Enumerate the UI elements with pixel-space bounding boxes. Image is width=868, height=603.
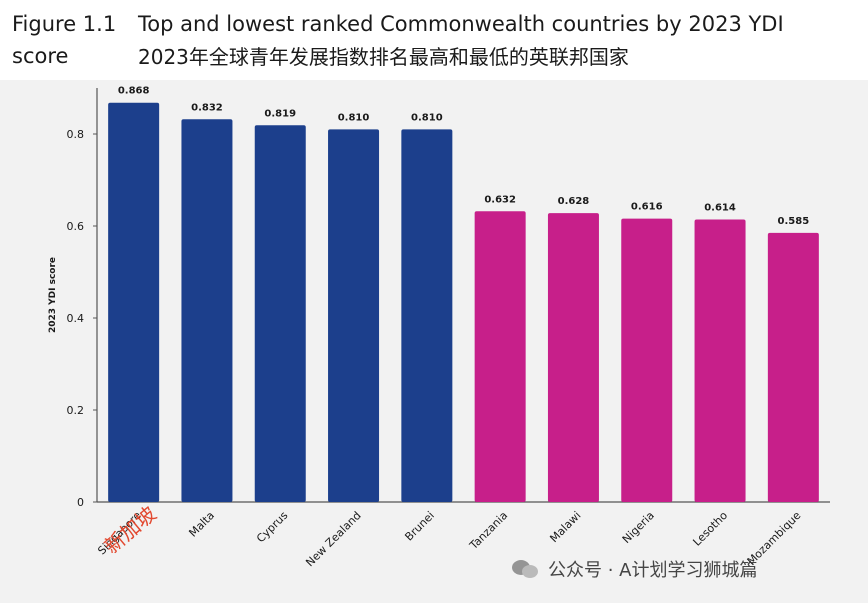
value-label: 0.585	[778, 216, 810, 227]
bar-mozambique	[767, 232, 819, 502]
wechat-icon	[512, 558, 540, 580]
y-tick-label: 0.4	[67, 312, 85, 325]
y-tick-label: 0.2	[67, 404, 85, 417]
value-label: 0.632	[484, 194, 516, 205]
value-label: 0.616	[631, 202, 663, 213]
chart-header: Figure 1.1 score Top and lowest ranked C…	[0, 0, 868, 80]
x-tick-label: Tanzania	[466, 509, 510, 553]
watermark: 公众号 · A计划学习狮城篇	[512, 556, 757, 582]
x-tick-label: Malawi	[547, 509, 583, 545]
bar-tanzania	[474, 211, 526, 502]
figure-label: Figure 1.1 score	[12, 12, 117, 68]
bar-nigeria	[621, 218, 673, 502]
watermark-text: 公众号 · A计划学习狮城篇	[548, 560, 758, 581]
y-axis-title: 2023 YDI score	[48, 257, 58, 333]
x-tick-label: Lesotho	[690, 509, 730, 549]
bar-malawi	[547, 213, 599, 502]
x-tick-label: New Zealand	[303, 509, 363, 569]
value-label: 0.868	[118, 86, 150, 97]
x-tick-label: Nigeria	[620, 509, 657, 546]
bar-cyprus	[254, 125, 306, 502]
x-tick-label: Brunei	[402, 509, 437, 544]
value-label: 0.628	[558, 196, 590, 207]
y-tick-label: 0.6	[67, 220, 85, 233]
y-tick-label: 0	[77, 496, 84, 509]
bar-malta	[181, 119, 233, 502]
value-label: 0.810	[338, 112, 370, 123]
value-label: 0.614	[704, 203, 736, 214]
x-tick-label: Malta	[186, 509, 217, 540]
value-label: 0.819	[264, 108, 296, 119]
bar-singapore	[108, 102, 160, 502]
x-tick-label: Cyprus	[254, 509, 291, 546]
value-labels: 0.868 0.832 0.819 0.810 0.810 0.632 0.628 0.616…	[118, 86, 809, 227]
bar-new-zealand	[328, 129, 380, 502]
chart-title-english: Top and lowest ranked Commonwealth count…	[138, 12, 784, 36]
bars	[108, 102, 819, 502]
value-label: 0.832	[191, 102, 223, 113]
value-label: 0.810	[411, 112, 443, 123]
y-tick-label: 0.8	[67, 128, 85, 141]
bar-lesotho	[694, 219, 746, 502]
bar-brunei	[401, 129, 453, 502]
chart-title-chinese: 2023年全球青年发展指数排名最高和最低的英联邦国家	[138, 45, 629, 69]
